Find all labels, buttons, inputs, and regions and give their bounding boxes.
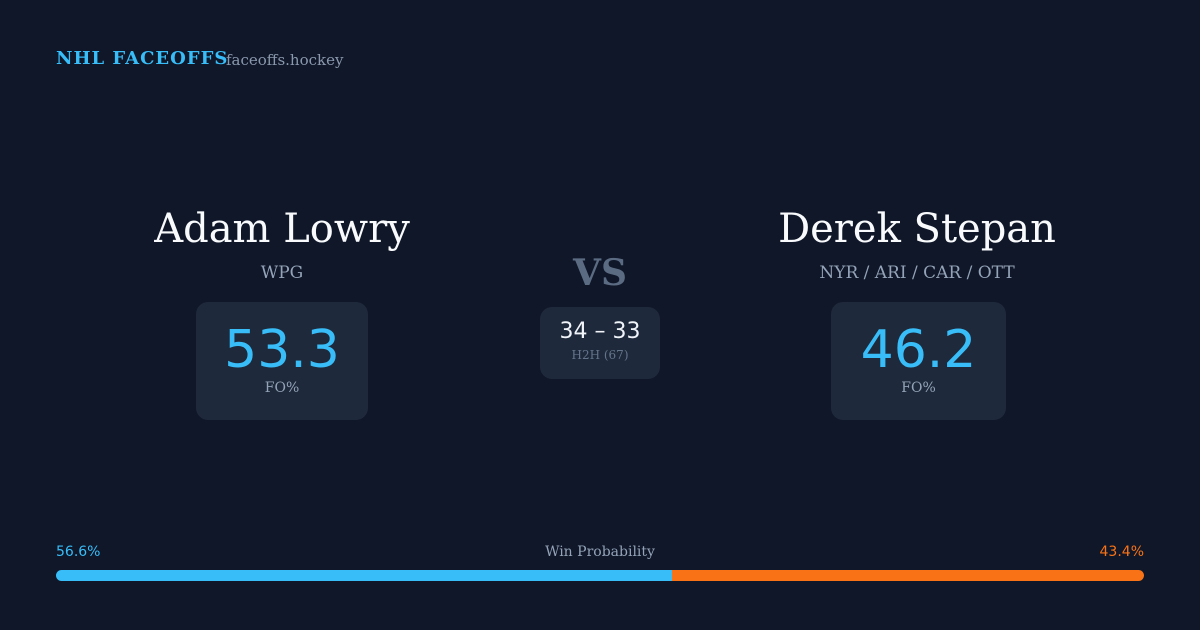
win-prob-left: 56.6% (56, 544, 101, 560)
h2h-score: 34 – 33 (559, 319, 641, 344)
fo-label: FO% (901, 380, 936, 396)
win-prob-label: Win Probability (545, 544, 655, 560)
fo-pct: 46.2 (860, 320, 977, 380)
win-prob-segment (56, 570, 672, 581)
player-name: Adam Lowry (154, 206, 410, 252)
stat-box: 53.3 FO% (196, 302, 368, 420)
win-prob-right: 43.4% (1099, 544, 1144, 560)
fo-pct: 53.3 (224, 320, 340, 380)
fo-label: FO% (264, 380, 300, 396)
h2h-label: H2H (67) (571, 348, 629, 362)
stat-box: 46.2 FO% (831, 302, 1006, 420)
win-prob-bar (56, 570, 1144, 581)
win-prob-segment (671, 570, 1144, 581)
brand: NHL FACEOFFS (56, 48, 229, 69)
player-teams: NYR / ARI / CAR / OTT (819, 263, 1015, 283)
player-teams: WPG (260, 263, 304, 283)
site: faceoffs.hockey (226, 51, 344, 69)
h2h-box: 34 – 33 H2H (67) (540, 307, 660, 379)
player-name: Derek Stepan (778, 206, 1056, 252)
versus: VS (573, 252, 627, 294)
